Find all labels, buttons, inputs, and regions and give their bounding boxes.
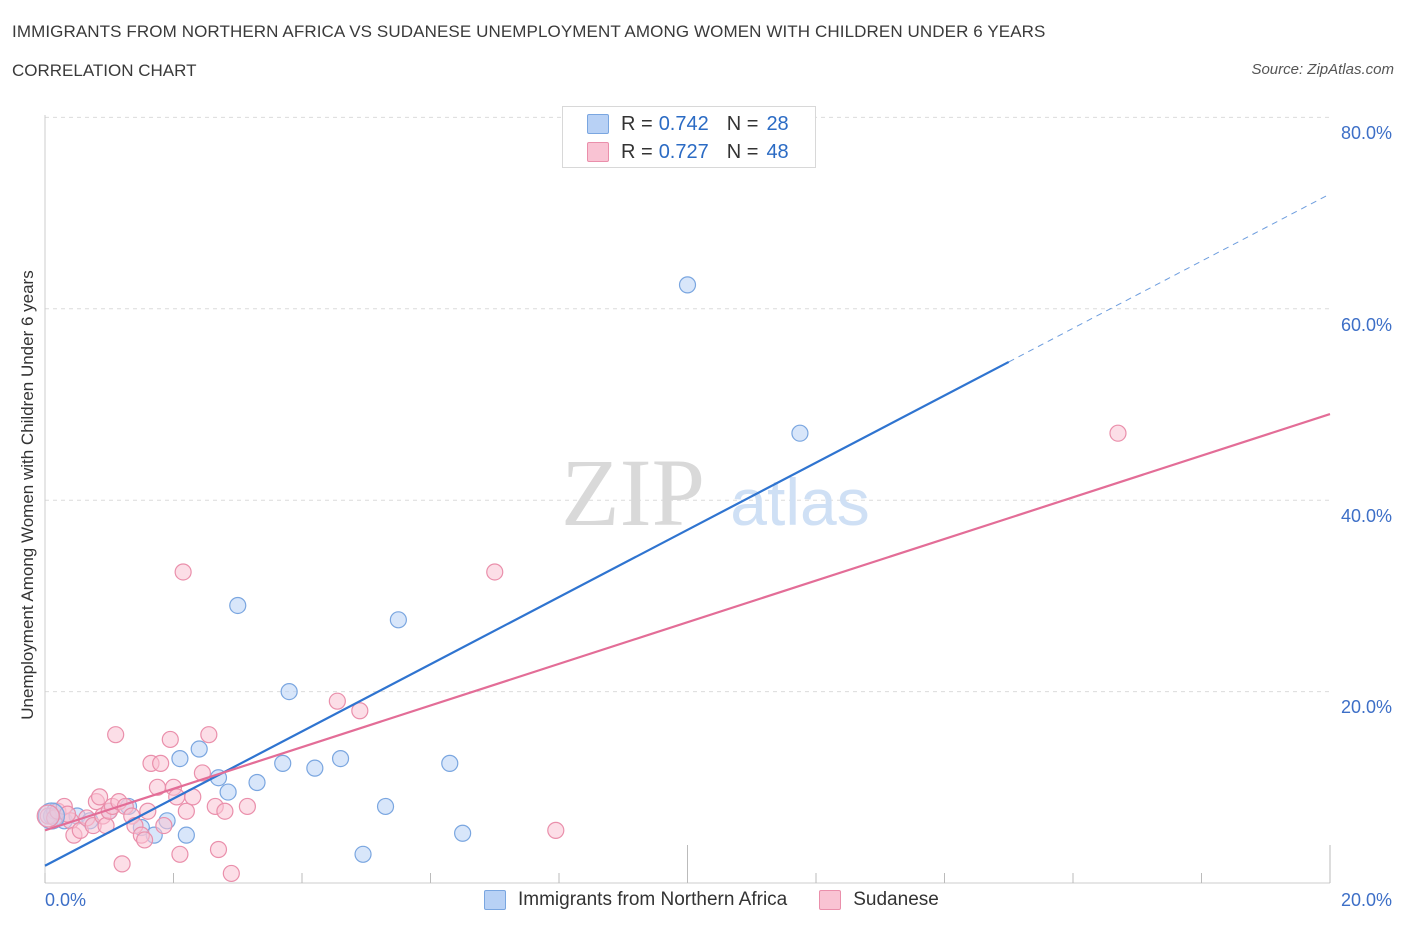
trend-lines — [44, 193, 1331, 867]
axes — [44, 115, 1331, 884]
y-tick-80: 80.0% — [1340, 123, 1392, 143]
r-value: 0.742 — [658, 112, 709, 135]
y-axis-label: Unemployment Among Women with Children U… — [18, 270, 37, 720]
point-sudanese — [222, 864, 240, 883]
point-immigrants — [454, 824, 472, 842]
point-sudanese — [547, 821, 565, 839]
point-sudanese — [135, 831, 154, 849]
point-sudanese — [486, 563, 504, 581]
point-sudanese — [152, 754, 170, 772]
point-sudanese — [155, 816, 173, 835]
trend-line-immigrants-projection — [1008, 193, 1331, 363]
point-immigrants — [177, 826, 195, 844]
point-sudanese — [161, 730, 179, 749]
point-immigrants — [190, 740, 208, 758]
legend-swatch-blue — [587, 114, 609, 134]
point-immigrants — [376, 797, 395, 816]
point-immigrants — [306, 759, 324, 777]
legend-swatch-blue — [484, 890, 506, 910]
trend-line-sudanese — [44, 413, 1331, 832]
n-value: 28 — [766, 112, 789, 135]
legend-label-immigrants: Immigrants from Northern Africa — [518, 889, 788, 910]
legend-swatch-pink — [587, 142, 609, 162]
data-points — [36, 276, 1127, 883]
chart-title: IMMIGRANTS FROM NORTHERN AFRICA VS SUDAN… — [12, 22, 1046, 41]
n-value: 48 — [766, 140, 789, 163]
source-credit: Source: ZipAtlas.com — [1251, 61, 1394, 78]
r-value: 0.727 — [658, 140, 709, 163]
point-immigrants — [280, 682, 298, 701]
watermark-atlas: atlas — [730, 465, 869, 539]
watermark: ZIP atlas — [561, 439, 870, 546]
point-sudanese — [216, 802, 234, 820]
point-sudanese — [171, 845, 189, 863]
point-sudanese — [1109, 424, 1127, 442]
y-tick-20: 20.0% — [1340, 697, 1392, 717]
point-immigrants — [331, 749, 350, 768]
legend-item-sudanese: Sudanese — [819, 889, 939, 911]
legend-label-sudanese: Sudanese — [853, 889, 939, 910]
point-sudanese — [177, 802, 195, 820]
point-immigrants — [441, 754, 459, 772]
legend-swatch-pink — [819, 890, 842, 910]
series-legend: Immigrants from Northern Africa Sudanese — [484, 889, 971, 911]
legend-row-immigrants: R = 0.742 N = 28 — [587, 110, 789, 138]
chart-subtitle: CORRELATION CHART — [12, 61, 197, 80]
point-immigrants — [791, 424, 809, 442]
n-label: N = — [726, 112, 759, 135]
point-sudanese-cluster — [36, 804, 60, 828]
point-immigrants — [354, 845, 372, 863]
r-label: R = — [621, 140, 653, 163]
y-tick-60: 60.0% — [1340, 315, 1392, 335]
point-sudanese — [238, 797, 256, 816]
point-immigrants — [389, 611, 407, 629]
point-sudanese — [113, 855, 131, 873]
point-immigrants — [219, 783, 237, 801]
x-tick-max: 20.0% — [1340, 890, 1392, 910]
point-immigrants — [248, 773, 266, 792]
point-sudanese — [200, 726, 218, 744]
point-immigrants — [274, 754, 292, 772]
legend-item-immigrants: Immigrants from Northern Africa — [484, 889, 787, 911]
n-label: N = — [726, 140, 759, 163]
point-sudanese — [328, 692, 346, 710]
point-sudanese — [174, 563, 192, 581]
x-tick-min: 0.0% — [45, 890, 87, 910]
correlation-legend: R = 0.742 N = 28 R = 0.727 N = 48 — [562, 106, 816, 168]
y-tick-40: 40.0% — [1340, 506, 1392, 526]
point-sudanese — [107, 726, 125, 744]
point-immigrants — [229, 596, 247, 615]
trend-line-immigrants — [44, 360, 1010, 867]
legend-row-sudanese: R = 0.727 N = 48 — [587, 138, 789, 166]
point-sudanese — [351, 702, 369, 720]
point-immigrants — [171, 749, 189, 768]
point-sudanese — [209, 840, 228, 859]
r-label: R = — [621, 112, 653, 135]
point-immigrants — [678, 276, 697, 294]
point-sudanese — [91, 788, 109, 806]
watermark-zip: ZIP — [561, 439, 705, 546]
